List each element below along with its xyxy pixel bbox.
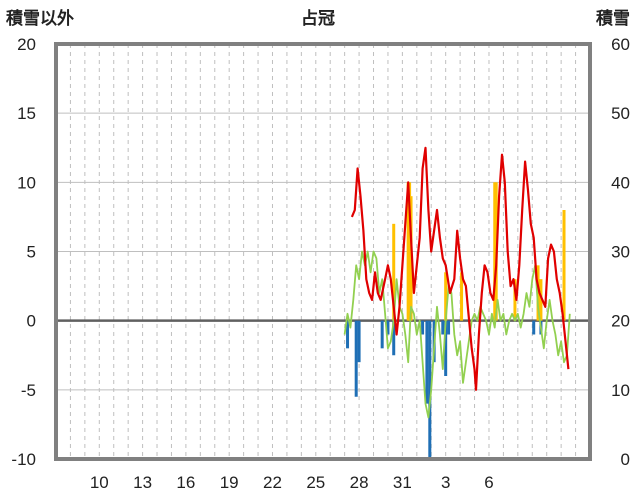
left-y-tick-label: 15: [17, 104, 36, 123]
blue-bar: [392, 320, 396, 356]
x-tick-label: 22: [263, 473, 282, 492]
plot-frame: [54, 42, 592, 461]
x-tick-label: 25: [306, 473, 325, 492]
left-y-tick-label: 0: [27, 312, 36, 331]
yellow-bar: [444, 272, 448, 321]
blue-bar: [428, 320, 432, 459]
gridlines: [56, 44, 590, 459]
yellow-bar: [460, 272, 464, 321]
right-y-tick-label: 60: [611, 35, 630, 54]
red-series-line: [350, 146, 570, 391]
x-tick-label: 19: [220, 473, 239, 492]
left-y-tick-label: -10: [11, 450, 36, 469]
yellow-bar: [392, 223, 396, 321]
left-y-tick-label: 5: [27, 243, 36, 262]
right-y-tick-label: 40: [611, 173, 630, 192]
blue-bar: [357, 320, 361, 363]
blue-bar: [444, 320, 448, 376]
right-axis-title: 積雪: [596, 8, 630, 28]
yellow-bar: [513, 279, 517, 321]
blue-bar: [386, 320, 390, 335]
x-tick-label: 16: [176, 473, 195, 492]
data-marks: [343, 146, 590, 461]
blue-bar: [425, 320, 429, 404]
green-series-line: [343, 250, 571, 419]
yellow-bar: [536, 265, 540, 321]
x-tick-label: 6: [484, 473, 493, 492]
left-y-tick-label: 10: [17, 173, 36, 192]
left-y-tick-label: -5: [21, 381, 36, 400]
left-axis-title: 積雪以外: [6, 8, 74, 28]
right-y-tick-label: 0: [621, 450, 630, 469]
blue-bar: [346, 320, 350, 349]
blue-bar: [447, 320, 451, 335]
right-y-tick-label: 50: [611, 104, 630, 123]
x-tick-label: 10: [90, 473, 109, 492]
x-tick-label: 28: [350, 473, 369, 492]
chart-title: 占冠: [301, 8, 335, 28]
yellow-bar: [562, 210, 566, 321]
blue-bar: [354, 320, 358, 397]
x-tick-label: 13: [133, 473, 152, 492]
x-tick-label: 31: [393, 473, 412, 492]
blue-bar: [532, 320, 536, 335]
x-tick-label: 3: [441, 473, 450, 492]
left-y-tick-label: 20: [17, 35, 36, 54]
yellow-bar: [539, 279, 543, 321]
right-y-tick-label: 20: [611, 312, 630, 331]
blue-bar: [380, 320, 384, 349]
right-y-tick-label: 30: [611, 243, 630, 262]
blue-bar: [441, 320, 445, 335]
blue-bar: [421, 320, 425, 335]
right-y-tick-label: 10: [611, 381, 630, 400]
